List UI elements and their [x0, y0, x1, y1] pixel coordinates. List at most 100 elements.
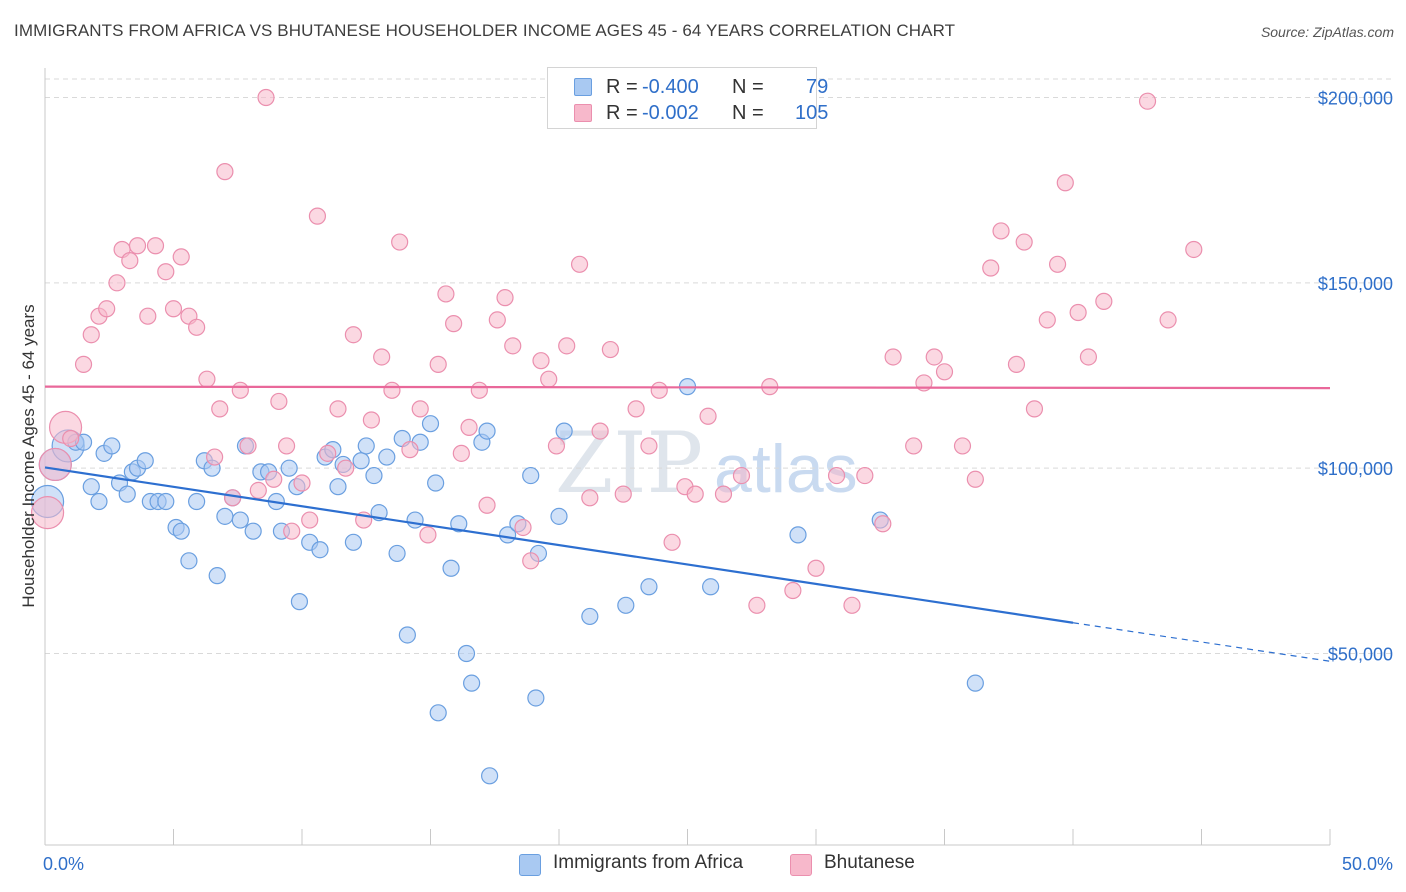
africa-point	[457, 644, 476, 663]
y-tick-label: $50,000	[1328, 645, 1393, 665]
bhutanese-point	[216, 163, 234, 181]
y-tick-label: $100,000	[1318, 459, 1393, 479]
bhutanese-point	[1025, 400, 1044, 418]
africa-point	[789, 526, 807, 544]
africa-point	[581, 607, 599, 626]
africa-point	[702, 578, 720, 596]
bhutanese-point	[714, 485, 733, 503]
africa-point	[421, 415, 440, 433]
africa-point	[398, 626, 416, 644]
legend-r-value-africa: -0.400	[642, 76, 699, 98]
africa-point	[82, 478, 100, 496]
africa-point	[365, 466, 383, 485]
bhutanese-point	[1038, 311, 1056, 329]
legend-swatch-bhutanese	[574, 104, 592, 122]
bhutanese-point	[445, 315, 463, 333]
bhutanese-point	[1138, 92, 1157, 110]
bhutanese-point	[614, 485, 632, 503]
africa-point	[427, 474, 445, 492]
africa-point	[478, 422, 496, 440]
grid-lines	[45, 78, 1395, 654]
bhutanese-point	[277, 437, 296, 455]
bhutanese-point	[699, 407, 717, 425]
bhutanese-point	[558, 337, 576, 355]
series-bhutanese	[30, 88, 1203, 614]
bhutanese-point	[429, 355, 447, 373]
bottom-legend-swatch-africa	[519, 854, 541, 876]
africa-point	[172, 522, 190, 540]
bhutanese-point	[504, 337, 522, 355]
bhutanese-point	[827, 466, 846, 485]
bhutanese-point	[532, 352, 550, 370]
bhutanese-point	[856, 466, 874, 485]
legend-n-value-africa: 79	[806, 76, 829, 98]
bhutanese-point	[540, 370, 558, 388]
bhutanese-point	[1185, 240, 1203, 259]
bhutanese-point	[146, 237, 165, 255]
bhutanese-point	[211, 400, 229, 418]
bhutanese-point	[437, 285, 455, 303]
africa-point	[388, 544, 406, 563]
bottom-legend-label-bhutanese: Bhutanese	[824, 852, 915, 873]
bhutanese-point	[411, 400, 429, 418]
trend-line-africa	[44, 466, 1074, 624]
bhutanese-point	[108, 274, 126, 292]
bhutanese-point	[488, 311, 506, 329]
bhutanese-point	[663, 533, 681, 551]
y-tick-label: $200,000	[1318, 89, 1393, 109]
bhutanese-point	[627, 400, 645, 418]
y-tick-label: $150,000	[1318, 274, 1393, 294]
bhutanese-point	[784, 581, 802, 600]
bhutanese-point	[1159, 311, 1177, 329]
bhutanese-point	[308, 207, 327, 225]
bhutanese-point	[982, 259, 1000, 277]
africa-point	[640, 578, 658, 596]
trend-line-africa-extension	[1072, 622, 1331, 662]
bhutanese-point	[206, 448, 224, 466]
bhutanese-point	[874, 515, 892, 533]
bottom-legend-label-africa: Immigrants from Africa	[553, 852, 744, 873]
africa-point	[344, 533, 362, 551]
africa-point	[522, 466, 540, 485]
bhutanese-point	[992, 222, 1010, 240]
bhutanese-point	[139, 307, 157, 325]
x-tick-label-min: 0.0%	[43, 854, 84, 874]
africa-point	[357, 437, 375, 455]
bhutanese-point	[249, 481, 267, 500]
bhutanese-point	[884, 348, 902, 366]
bhutanese-point	[581, 489, 599, 507]
bhutanese-point	[1095, 292, 1113, 310]
legend-n-label-africa: N =	[732, 76, 764, 98]
bhutanese-point	[128, 237, 147, 255]
africa-point	[216, 507, 234, 525]
bhutanese-point	[62, 429, 80, 448]
bhutanese-point	[283, 522, 301, 540]
bhutanese-point	[547, 437, 566, 455]
bhutanese-point	[522, 552, 540, 570]
bhutanese-point	[231, 381, 249, 399]
bhutanese-point	[686, 485, 704, 503]
africa-point	[555, 422, 573, 440]
legend-r-label-africa: R =	[606, 76, 638, 98]
bhutanese-point	[38, 447, 72, 482]
africa-point	[208, 567, 226, 585]
bhutanese-point	[650, 381, 668, 399]
bhutanese-point	[1007, 355, 1026, 373]
bhutanese-point	[732, 466, 751, 485]
bhutanese-point	[188, 318, 206, 336]
bhutanese-point	[1015, 233, 1033, 251]
correlation-legend: R = -0.400 N = 79 R = -0.002 N = 105	[547, 67, 828, 129]
bhutanese-point	[570, 255, 589, 273]
legend-n-label-bhutanese: N =	[732, 102, 764, 124]
bhutanese-point	[401, 441, 419, 459]
chart-source: Source: ZipAtlas.com	[1260, 24, 1394, 40]
bhutanese-point	[460, 418, 478, 436]
legend-r-label-bhutanese: R =	[606, 102, 638, 124]
bhutanese-point	[319, 444, 337, 462]
bhutanese-point	[224, 489, 242, 507]
bhutanese-point	[1069, 303, 1087, 322]
africa-point	[329, 478, 347, 496]
africa-point	[103, 437, 121, 455]
africa-point	[617, 596, 635, 614]
africa-point	[188, 492, 206, 511]
